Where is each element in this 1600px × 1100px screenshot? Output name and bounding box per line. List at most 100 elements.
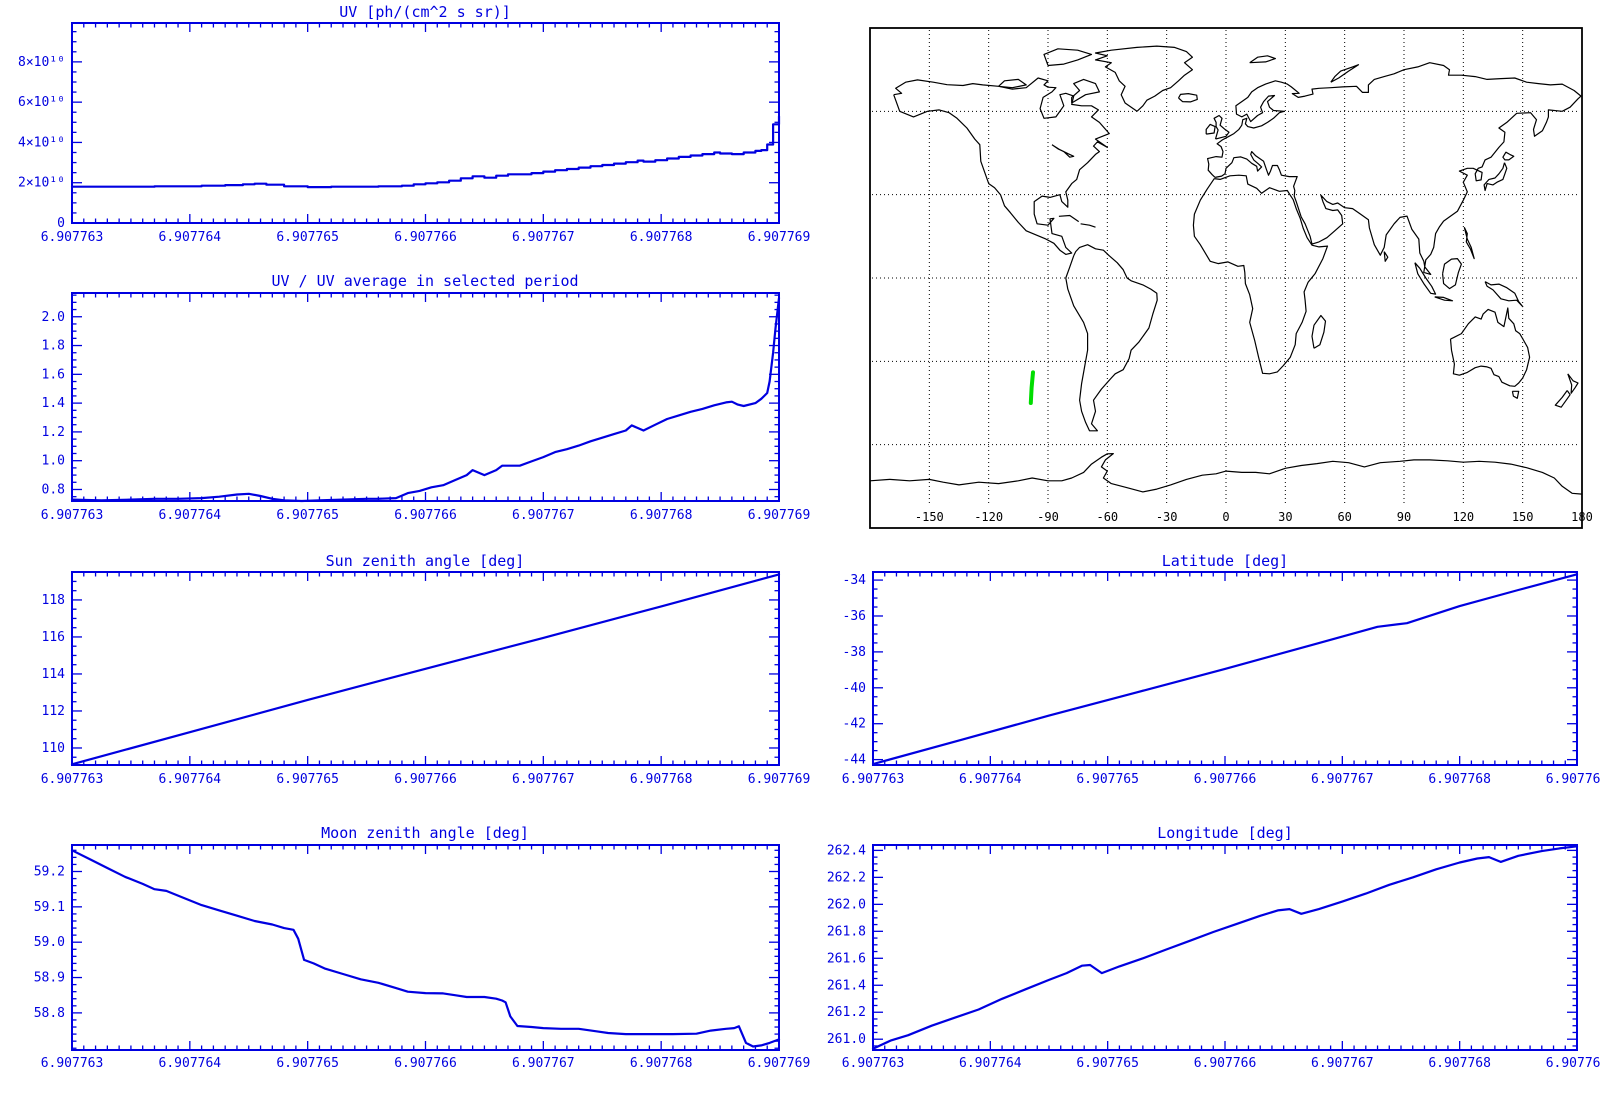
lon-x-tick-label: 6.907765 bbox=[1076, 1056, 1139, 1071]
moon-y-tick-label: 58.9 bbox=[34, 971, 65, 986]
uv-y-tick-label: 6×10¹⁰ bbox=[18, 95, 65, 110]
ratio-series-line bbox=[70, 296, 781, 503]
map-graticule bbox=[872, 30, 1580, 506]
map-lon-label: -90 bbox=[1037, 510, 1059, 524]
uv-ticks bbox=[71, 23, 780, 224]
lon-y-tick-label: 262.0 bbox=[827, 897, 866, 912]
moon-y-tick-label: 58.8 bbox=[34, 1006, 65, 1021]
lon-frame bbox=[872, 844, 1578, 1051]
map-lon-label: -120 bbox=[974, 510, 1003, 524]
moon-ticks bbox=[71, 845, 780, 1050]
map-lon-label: 90 bbox=[1397, 510, 1411, 524]
lat-plot: 6.907763 6.907764 6.907765 6.907766 6.907767… bbox=[842, 571, 1600, 787]
sun-x-tick-label: 6.907766 bbox=[394, 772, 457, 787]
moon-y-tick-label: 59.1 bbox=[34, 900, 65, 915]
sun-ticks bbox=[71, 571, 780, 765]
lon-ticks bbox=[872, 845, 1578, 1050]
lat-y-tick-label: -34 bbox=[843, 573, 867, 588]
sun-x-tick-label: 6.907767 bbox=[512, 772, 575, 787]
lat-x-tick-label: 6.907766 bbox=[1194, 772, 1257, 787]
sun-x-tick-label: 6.907768 bbox=[630, 772, 693, 787]
lon-y-tick-label: 261.0 bbox=[827, 1032, 866, 1047]
uv-y-tick-label: 0 bbox=[57, 216, 65, 231]
uv-x-tick-label: 6.907766 bbox=[394, 230, 457, 245]
sun-y-tick-label: 112 bbox=[42, 704, 65, 719]
ratio-title: UV / UV average in selected period bbox=[271, 272, 578, 290]
moon-x-tick-label: 6.907767 bbox=[512, 1056, 575, 1071]
lon-plot: 6.907763 6.907764 6.907765 6.907766 6.907767… bbox=[827, 843, 1600, 1071]
uv-y-tick-label: 4×10¹⁰ bbox=[18, 135, 65, 150]
sun-plot: 6.907763 6.907764 6.907765 6.907766 6.907767… bbox=[41, 571, 811, 787]
lon-series-line bbox=[871, 845, 1579, 1050]
ratio-y-tick-label: 1.0 bbox=[42, 454, 65, 469]
lon-y-tick-label: 261.4 bbox=[827, 978, 866, 993]
sun-y-tick-label: 118 bbox=[42, 593, 65, 608]
moon-x-tick-label: 6.907768 bbox=[630, 1056, 693, 1071]
uv-x-tick-label: 6.907768 bbox=[630, 230, 693, 245]
moon-frame bbox=[71, 844, 780, 1051]
map-lon-label: 120 bbox=[1452, 510, 1474, 524]
sun-y-tick-label: 114 bbox=[42, 667, 66, 682]
lat-x-tick-label: 6.907763 bbox=[842, 772, 905, 787]
lon-y-tick-label: 261.6 bbox=[827, 951, 866, 966]
lon-y-tick-label: 262.4 bbox=[827, 843, 866, 858]
ratio-x-tick-label: 6.907769 bbox=[748, 508, 811, 523]
map-frame bbox=[869, 27, 1583, 529]
lat-x-tick-label: 6.907768 bbox=[1428, 772, 1491, 787]
lat-y-tick-label: -42 bbox=[843, 717, 866, 732]
ratio-x-tick-label: 6.907763 bbox=[41, 508, 104, 523]
uv-plot: 6.907763 6.907764 6.907765 6.907766 6.907767… bbox=[18, 22, 811, 245]
moon-title: Moon zenith angle [deg] bbox=[321, 824, 529, 842]
uv-x-tick-label: 6.907765 bbox=[276, 230, 339, 245]
lat-ticks bbox=[872, 572, 1578, 765]
moon-plot: 6.907763 6.907764 6.907765 6.907766 6.907767… bbox=[34, 844, 811, 1071]
moon-series-line bbox=[70, 849, 781, 1048]
lon-x-tick-label: 6.907766 bbox=[1194, 1056, 1257, 1071]
uv-title: UV [ph/(cm^2 s sr)] bbox=[339, 3, 511, 21]
uv-x-tick-label: 6.907763 bbox=[41, 230, 104, 245]
lat-x-tick-label: 6.907767 bbox=[1311, 772, 1374, 787]
lat-x-tick-label: 6.907765 bbox=[1076, 772, 1139, 787]
sun-title: Sun zenith angle [deg] bbox=[326, 552, 525, 570]
sun-y-tick-label: 116 bbox=[42, 630, 65, 645]
uv-series-line bbox=[70, 115, 781, 189]
ratio-x-tick-label: 6.907764 bbox=[159, 508, 222, 523]
sun-x-tick-label: 6.907769 bbox=[748, 772, 811, 787]
uv-x-tick-label: 6.907767 bbox=[512, 230, 575, 245]
uv-x-tick-label: 6.907764 bbox=[159, 230, 222, 245]
lon-x-tick-label: 6.907763 bbox=[842, 1056, 905, 1071]
lat-y-tick-label: -40 bbox=[843, 681, 866, 696]
map-lon-label: 60 bbox=[1337, 510, 1351, 524]
sun-y-tick-label: 110 bbox=[42, 741, 65, 756]
uv-y-tick-label: 2×10¹⁰ bbox=[18, 176, 65, 191]
moon-y-tick-label: 59.2 bbox=[34, 865, 65, 880]
generated-plots: 6.907763 6.907764 6.907765 6.907766 6.907767… bbox=[18, 22, 1600, 1071]
sun-x-tick-label: 6.907765 bbox=[276, 772, 339, 787]
lat-x-tick-label: 6.907764 bbox=[959, 772, 1022, 787]
ratio-y-tick-label: 1.6 bbox=[42, 367, 65, 382]
moon-x-tick-label: 6.907766 bbox=[394, 1056, 457, 1071]
map-lon-label: 0 bbox=[1222, 510, 1229, 524]
lat-x-tick-label: 6.907769 bbox=[1546, 772, 1600, 787]
ratio-y-tick-label: 0.8 bbox=[42, 482, 65, 497]
ratio-y-tick-label: 1.2 bbox=[42, 425, 65, 440]
ratio-frame bbox=[71, 292, 780, 502]
lon-x-tick-label: 6.907769 bbox=[1546, 1056, 1600, 1071]
map-lon-label: -60 bbox=[1096, 510, 1118, 524]
ratio-x-tick-label: 6.907767 bbox=[512, 508, 575, 523]
world-map: -150 -120 -90 -60 -30 0 30 60 90 120 150 180 bbox=[869, 27, 1593, 529]
lat-y-tick-label: -44 bbox=[843, 753, 867, 768]
lat-y-tick-label: -38 bbox=[843, 645, 866, 660]
map-coastlines bbox=[869, 45, 1583, 495]
ratio-x-tick-label: 6.907768 bbox=[630, 508, 693, 523]
latitude-title: Latitude [deg] bbox=[1162, 552, 1288, 570]
moon-x-tick-label: 6.907769 bbox=[748, 1056, 811, 1071]
moon-x-tick-label: 6.907765 bbox=[276, 1056, 339, 1071]
uv-y-tick-label: 8×10¹⁰ bbox=[18, 55, 65, 70]
map-ground-track bbox=[1028, 370, 1035, 405]
lon-x-tick-label: 6.907764 bbox=[959, 1056, 1022, 1071]
uv-x-tick-label: 6.907769 bbox=[748, 230, 811, 245]
ratio-plot: 6.907763 6.907764 6.907765 6.907766 6.907767… bbox=[41, 292, 811, 523]
